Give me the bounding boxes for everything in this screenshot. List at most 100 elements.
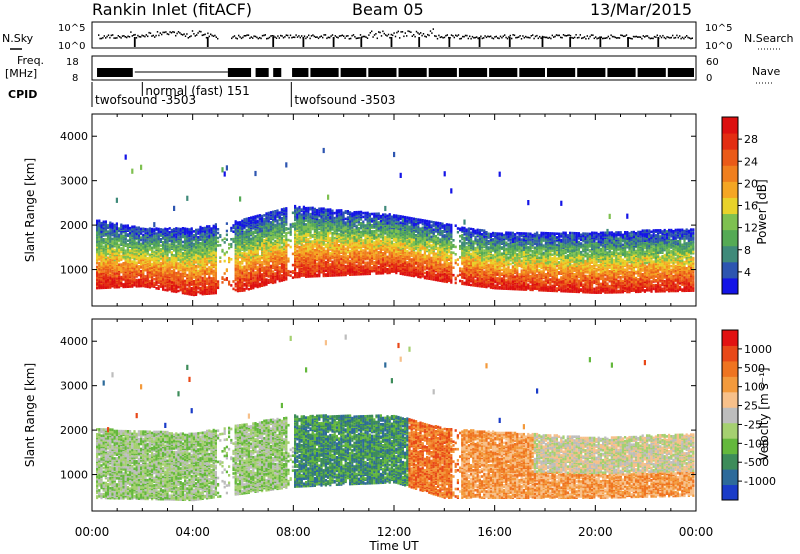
- nsky-point: [640, 36, 641, 38]
- nsky-point: [151, 35, 152, 37]
- nsky-point: [256, 37, 257, 39]
- echo-cell: [138, 265, 140, 268]
- nsky-point: [249, 37, 250, 39]
- nsky-point: [216, 36, 217, 38]
- echo-cell: [109, 270, 111, 273]
- nsky-point: [564, 35, 565, 37]
- nsky-point: [179, 32, 180, 34]
- echo-cell: [149, 254, 151, 257]
- echo-cell: [122, 241, 124, 244]
- nsky-point: [147, 36, 148, 38]
- echo-cell: [120, 242, 122, 245]
- nsky-point: [274, 36, 275, 38]
- echo-cell: [105, 220, 107, 223]
- echo-cell: [158, 285, 160, 288]
- nsky-point: [329, 37, 330, 39]
- nsky-point: [126, 37, 127, 39]
- nsky-point: [490, 36, 491, 38]
- echo-cell: [131, 278, 133, 281]
- echo-cell: [158, 253, 160, 256]
- echo-cell: [114, 224, 116, 227]
- nsky-point: [161, 34, 162, 36]
- nsky-point: [316, 36, 317, 38]
- echo-cell: [140, 255, 142, 258]
- nsky-point: [141, 35, 142, 37]
- echo-cell: [103, 245, 105, 248]
- nsky-point: [357, 37, 358, 39]
- nsky-point: [595, 36, 596, 38]
- nsky-point: [462, 36, 463, 38]
- freq-gap: [636, 68, 638, 77]
- nsky-point: [379, 32, 380, 34]
- echo-cell: [149, 247, 151, 250]
- echo-cell: [133, 260, 135, 263]
- nsky-point: [456, 35, 457, 37]
- cpid-label: CPID: [8, 88, 37, 101]
- nsky-point: [524, 37, 525, 39]
- nsky-point: [300, 37, 301, 39]
- nsky-point: [473, 37, 474, 39]
- echo-cell: [162, 268, 164, 271]
- echo-cell: [140, 270, 142, 273]
- echo-cell: [127, 233, 129, 236]
- echo-cell: [131, 269, 133, 272]
- nsky-point: [386, 35, 387, 37]
- echo-cell: [116, 275, 118, 278]
- nsky-point: [626, 34, 627, 36]
- echo-cell: [147, 228, 149, 231]
- echo-cell: [153, 257, 155, 260]
- nsky-point: [655, 36, 656, 38]
- echo-cell: [129, 254, 131, 257]
- nsky-point: [307, 36, 308, 38]
- echo-cell: [158, 255, 160, 258]
- nsky-point: [150, 32, 151, 34]
- echo-cell: [158, 228, 160, 231]
- freq-gap: [517, 68, 519, 77]
- echo-cell: [109, 222, 111, 225]
- nsky-point: [164, 32, 165, 34]
- nsky-point: [232, 36, 233, 38]
- nsky-point: [106, 36, 107, 38]
- nsky-point: [554, 36, 555, 38]
- echo-cell: [136, 283, 138, 286]
- nsky-point: [242, 37, 243, 39]
- echo-cell: [162, 262, 164, 265]
- nsky-point: [477, 38, 478, 40]
- echo-cell: [118, 280, 120, 283]
- nsky-point: [402, 31, 403, 33]
- nsky-point: [498, 38, 499, 40]
- nsky-point: [689, 37, 690, 39]
- nsky-point: [252, 37, 253, 39]
- nsky-point: [514, 35, 515, 37]
- nsky-point: [377, 38, 378, 40]
- nsky-point: [519, 35, 520, 37]
- echo-cell: [158, 276, 160, 279]
- nsky-point: [207, 33, 208, 35]
- nsky-point: [398, 31, 399, 33]
- nsky-point: [384, 33, 385, 35]
- echo-cell: [96, 220, 98, 223]
- echo-cell: [107, 224, 109, 227]
- echo-cell: [107, 271, 109, 274]
- echo-cell: [153, 254, 155, 257]
- echo-cell: [162, 250, 164, 253]
- nsky-point: [538, 38, 539, 40]
- nsky-point: [125, 36, 126, 38]
- nsky-point: [647, 35, 648, 37]
- echo-cell: [138, 226, 140, 229]
- nsky-point: [132, 35, 133, 37]
- nsky-point: [466, 35, 467, 37]
- nsky-point: [559, 35, 560, 37]
- echo-cell: [136, 235, 138, 238]
- nsky-point: [648, 37, 649, 39]
- echo-cell: [125, 266, 127, 269]
- nsky-point: [360, 34, 361, 36]
- nsky-point: [496, 36, 497, 38]
- nsky-point: [503, 36, 504, 38]
- echo-cell: [100, 236, 102, 239]
- nsky-point: [155, 35, 156, 37]
- nsky-point: [588, 38, 589, 40]
- echo-cell: [133, 253, 135, 256]
- nsky-point: [288, 37, 289, 39]
- echo-cell: [144, 275, 146, 278]
